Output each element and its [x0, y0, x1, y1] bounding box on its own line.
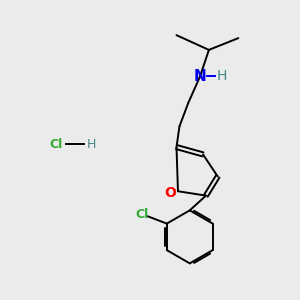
Text: H: H — [86, 138, 96, 151]
Text: Cl: Cl — [49, 138, 62, 151]
Text: N: N — [194, 69, 206, 84]
Text: H: H — [217, 69, 227, 83]
Text: Cl: Cl — [135, 208, 148, 221]
Text: O: O — [165, 186, 176, 200]
